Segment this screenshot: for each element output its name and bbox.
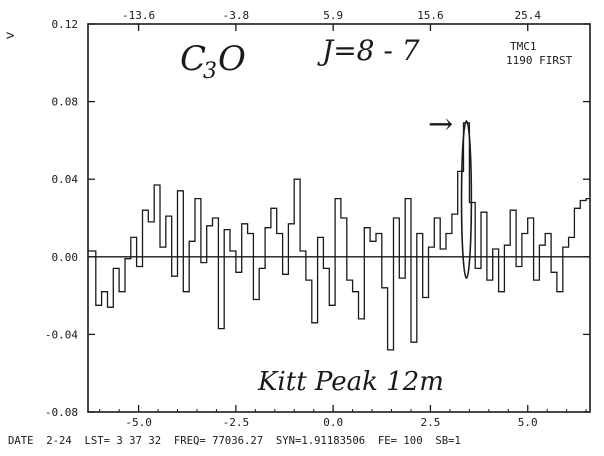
x-tick-label: -2.5	[223, 416, 250, 429]
y-tick-label: -0.08	[45, 406, 78, 419]
y-axis-ticks: 0.12 0.08 0.04 0.00 -0.04 -0.08	[45, 18, 590, 419]
x-tick-label: 0.0	[323, 416, 343, 429]
scan-label: 1190 FIRST	[506, 54, 573, 67]
top-tick-label: -3.8	[223, 9, 250, 22]
top-tick-label: 25.4	[514, 9, 541, 22]
y-tick-label: 0.04	[52, 173, 79, 186]
caret-mark: >	[6, 28, 14, 44]
transition-label: J=8 - 7	[317, 34, 420, 67]
peak-arrow: →	[428, 107, 453, 142]
peak-circle	[460, 120, 473, 280]
spectrum-line	[88, 122, 590, 351]
x-tick-label: -5.0	[125, 416, 152, 429]
molecule-label-subscript: 3	[203, 59, 217, 84]
x-tick-label: 2.5	[421, 416, 441, 429]
x-axis-ticks: -5.0 -2.5 0.0 2.5 5.0	[99, 405, 587, 429]
y-tick-label: -0.04	[45, 328, 78, 341]
source-label: TMC1	[510, 40, 537, 53]
y-tick-label: 0.08	[52, 96, 79, 109]
plot-border	[87, 23, 591, 413]
y-tick-label: 0.00	[52, 251, 79, 264]
footer-info: DATE 2-24 LST= 3 37 32 FREQ= 77036.27 SY…	[8, 435, 461, 447]
molecule-label-c: C	[180, 39, 206, 79]
plot-frame	[87, 23, 591, 413]
molecule-label-o: O	[218, 39, 246, 79]
top-axis-ticks: -13.6 -3.8 5.9 15.6 25.4	[122, 9, 541, 31]
top-tick-label: -13.6	[122, 9, 155, 22]
spectrum-trace	[88, 120, 590, 351]
site-label: Kitt Peak 12m	[257, 367, 444, 397]
top-tick-label: 5.9	[323, 9, 343, 22]
y-tick-label: 0.12	[52, 18, 79, 31]
top-tick-label: 15.6	[417, 9, 444, 22]
x-tick-label: 5.0	[518, 416, 538, 429]
